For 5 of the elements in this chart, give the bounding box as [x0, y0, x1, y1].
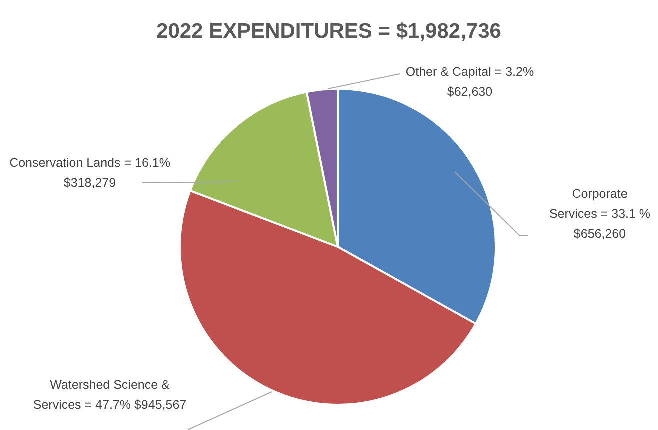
slice-label: Conservation Lands = 16.1% $318,279	[10, 156, 170, 190]
slice-label: Watershed Science & Services = 47.7% $945,567	[33, 378, 187, 412]
slice-label: Other & Capital = 3.2% $62,630	[406, 65, 534, 99]
chart-title: 2022 EXPENDITURES = $1,982,736	[156, 20, 502, 43]
slice-label: Corporate Services = 33.1 % $656,260	[549, 187, 651, 241]
